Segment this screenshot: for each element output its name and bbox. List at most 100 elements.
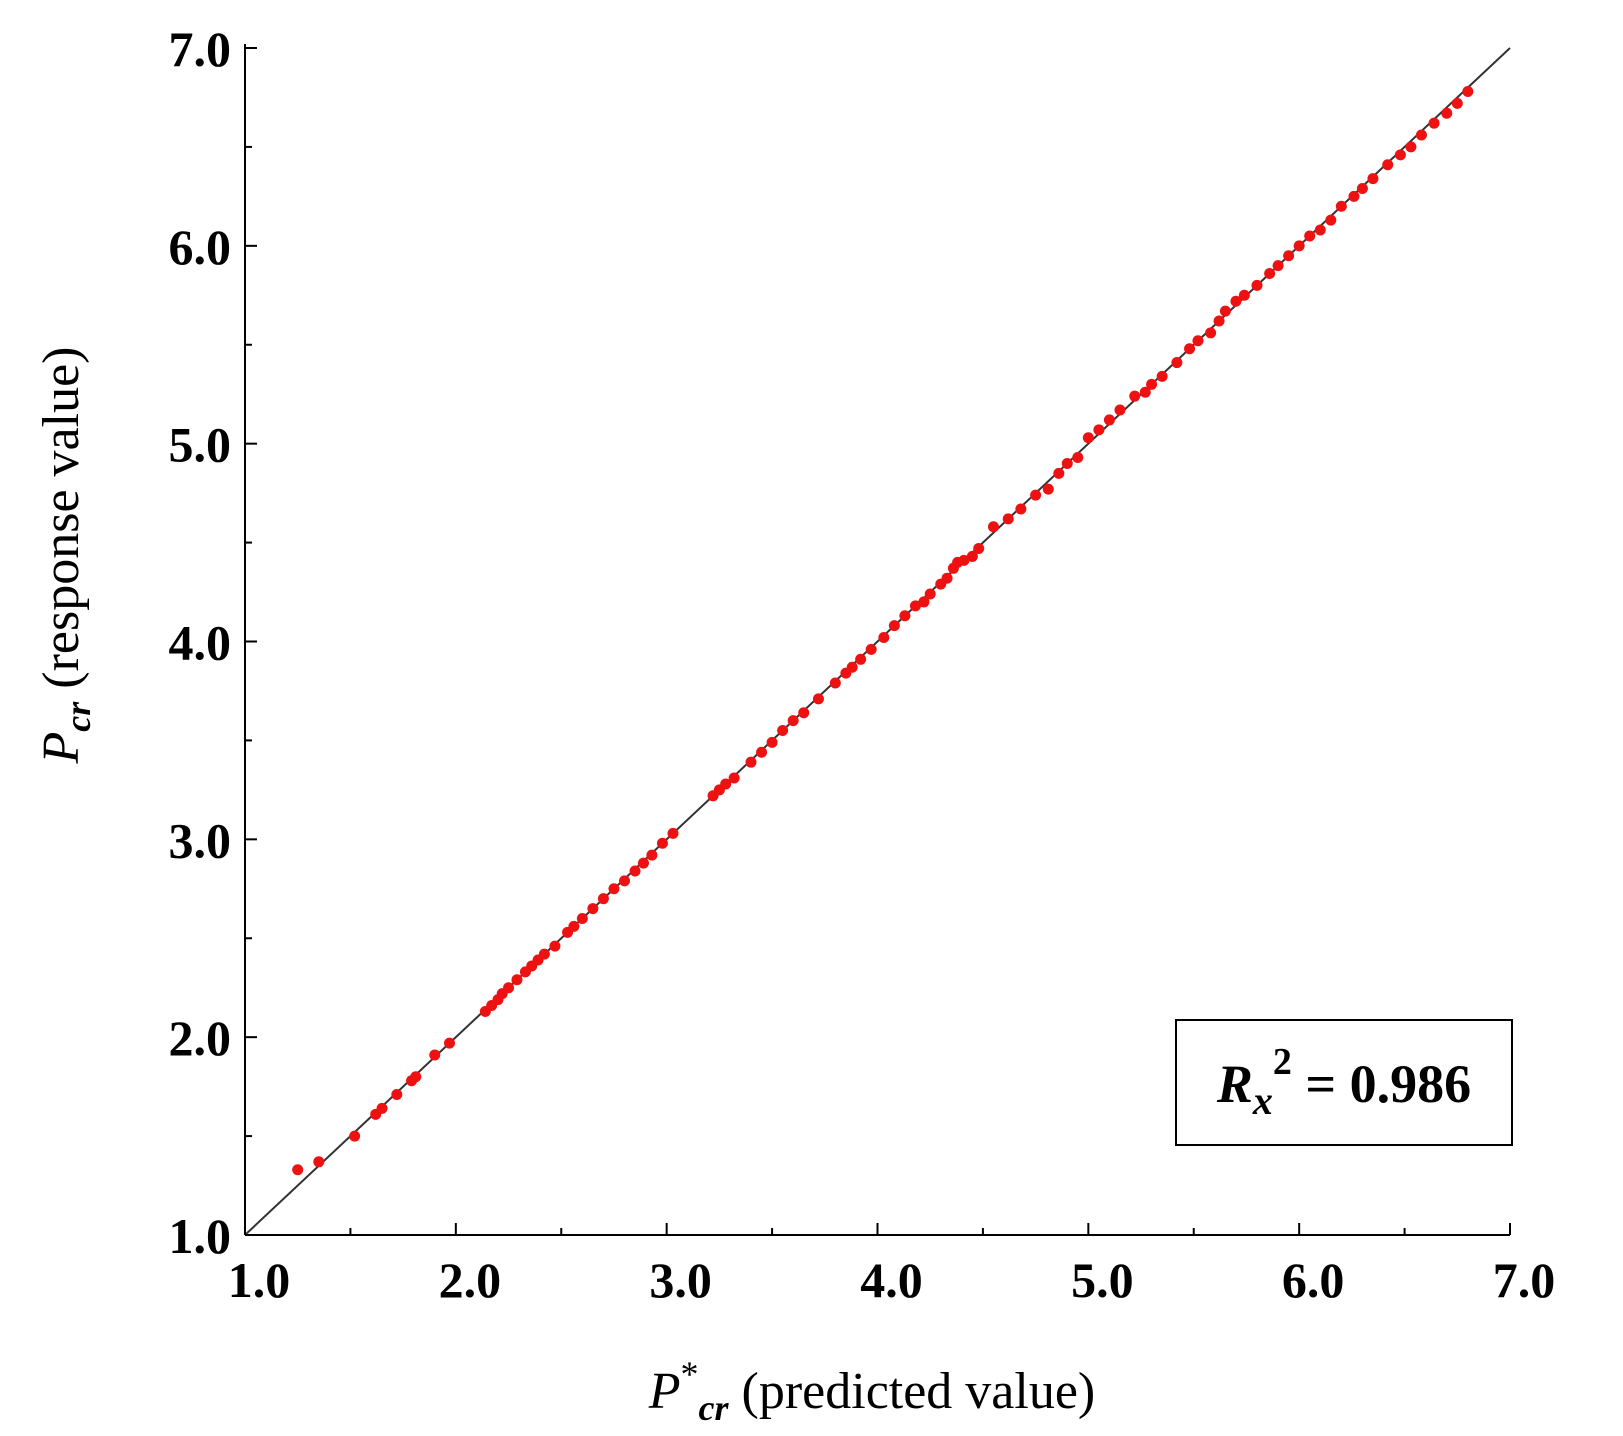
y-tick-label: 7.0 [169,21,232,77]
data-point [1053,467,1065,479]
data-point [1146,378,1158,390]
data-point [756,746,768,758]
data-point [888,620,900,632]
data-point [728,772,740,784]
x-tick-label: 5.0 [1071,1252,1134,1308]
data-point [511,974,523,986]
y-tick-label: 5.0 [169,417,232,473]
data-point [1213,315,1225,327]
data-point [777,725,789,737]
annotation-value: = 0.986 [1292,1054,1471,1114]
data-point [941,572,953,584]
y-axis-title: Pcr (response value) [33,347,98,765]
data-point [1030,489,1042,501]
x-tick-label: 6.0 [1282,1252,1345,1308]
data-point [1129,390,1141,402]
x-tick-label: 4.0 [860,1252,923,1308]
x-tick-label: 7.0 [1493,1252,1556,1308]
data-point [1462,86,1474,98]
data-point [538,948,550,960]
data-point [1382,159,1394,171]
data-point [787,715,799,727]
data-point [1356,182,1368,194]
data-point [1314,224,1326,236]
data-point [1367,173,1379,185]
x-axis-title: P*cr (predicted value) [648,1354,1095,1428]
y-axis-title-symbol: P [33,732,90,765]
x-axis-ticks: 1.0 2.0 3.0 4.0 5.0 6.0 7.0 [228,1223,1556,1308]
annotation-box [1175,1019,1513,1146]
data-point [1171,357,1183,369]
data-point [1238,289,1250,301]
data-point [798,707,810,719]
data-point [349,1130,361,1142]
data-point [878,632,890,644]
data-point [503,982,515,994]
data-point [1272,260,1284,272]
data-point [1042,483,1054,495]
annotation-symbol: R [1216,1054,1253,1114]
data-point [1205,327,1217,339]
data-point [918,596,930,608]
annotation-superscript: 2 [1273,1041,1292,1083]
data-point [597,893,609,905]
data-point [646,849,658,861]
data-point [966,550,978,562]
x-tick-label: 1.0 [228,1252,291,1308]
data-point [619,875,630,887]
y-tick-label: 1.0 [169,1208,232,1264]
y-tick-label: 4.0 [169,615,232,671]
data-points [292,86,1474,1176]
data-point [637,857,649,869]
data-point [292,1164,304,1176]
data-point [656,837,668,849]
data-point [1293,240,1305,252]
data-point [1219,305,1231,317]
data-point [667,827,679,839]
data-point [1325,214,1337,226]
data-point [1139,386,1151,398]
data-point [846,661,858,673]
data-point [313,1156,325,1168]
data-point [1061,457,1073,469]
data-point [1002,513,1014,525]
x-axis-title-superscript: * [681,1354,699,1394]
x-axis-title-symbol: P [648,1363,681,1420]
data-point [855,653,867,665]
data-point [410,1071,422,1083]
data-point [1264,268,1276,280]
data-point [987,521,999,533]
data-point [958,554,970,566]
data-point [549,940,561,952]
data-point [629,865,641,877]
data-point [1103,414,1115,426]
data-point [376,1102,388,1114]
data-point [720,778,732,790]
data-point [1451,97,1463,109]
data-point [745,756,757,768]
data-point [909,600,921,612]
data-point [924,588,936,600]
data-point [576,912,588,924]
data-point [1082,432,1094,444]
data-point [766,736,778,748]
data-point [899,610,911,622]
data-point [1348,190,1360,202]
data-point [973,543,985,555]
x-axis-title-subscript: cr [699,1388,730,1428]
y-tick-label: 2.0 [169,1010,232,1066]
data-point [1192,335,1204,347]
data-point [812,693,824,705]
x-tick-label: 2.0 [439,1252,502,1308]
data-point [444,1037,456,1049]
data-point [1415,129,1427,141]
data-point [1304,230,1316,242]
data-point [1405,141,1417,153]
y-tick-label: 6.0 [169,219,232,275]
data-point [1428,117,1440,129]
data-point [429,1049,441,1061]
y-tick-label: 3.0 [169,812,232,868]
data-point [1184,343,1196,355]
data-point [865,643,877,655]
data-point [568,920,580,932]
